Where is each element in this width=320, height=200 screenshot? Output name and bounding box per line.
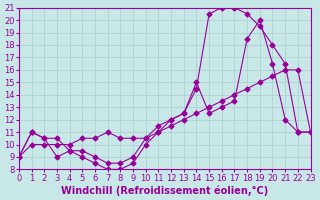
X-axis label: Windchill (Refroidissement éolien,°C): Windchill (Refroidissement éolien,°C) [61, 185, 268, 196]
